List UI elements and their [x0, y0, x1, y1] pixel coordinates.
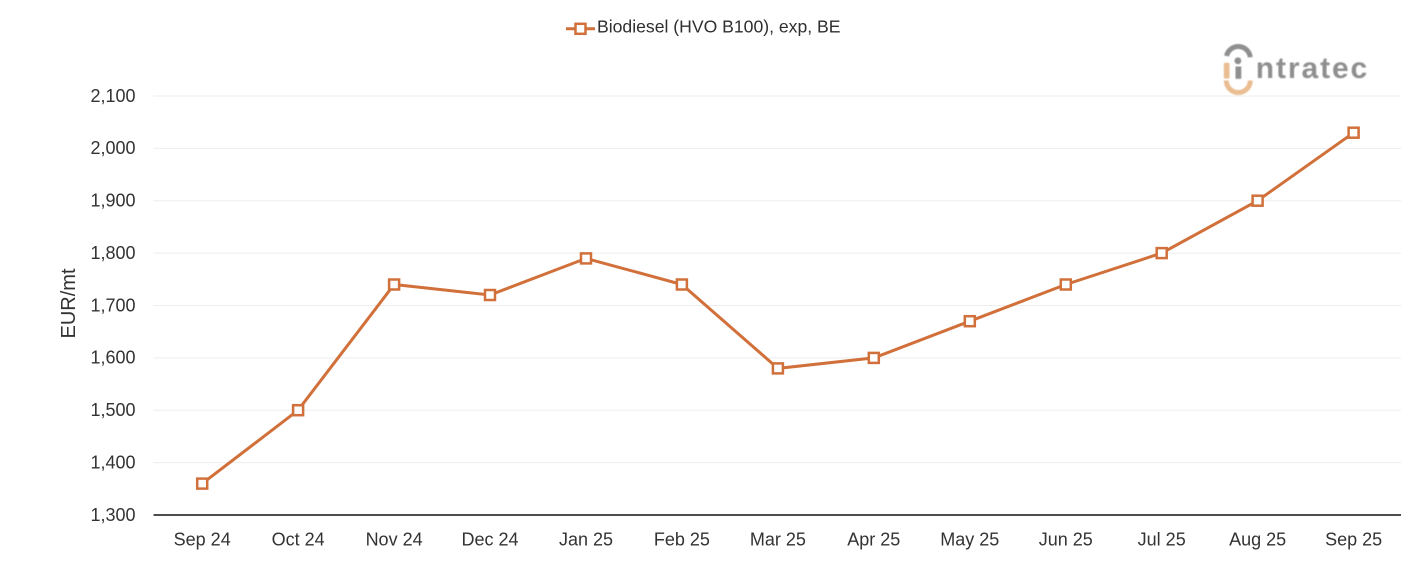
svg-text:Dec 24: Dec 24 [461, 530, 518, 550]
svg-text:1,500: 1,500 [90, 400, 135, 420]
svg-text:2,000: 2,000 [90, 138, 135, 158]
svg-text:ntratec: ntratec [1256, 52, 1369, 85]
svg-text:1,300: 1,300 [90, 505, 135, 525]
svg-text:Nov 24: Nov 24 [366, 530, 423, 550]
svg-text:Oct 24: Oct 24 [272, 530, 325, 550]
svg-text:Sep 25: Sep 25 [1325, 530, 1382, 550]
svg-text:Jan 25: Jan 25 [559, 530, 613, 550]
svg-text:1,400: 1,400 [90, 452, 135, 472]
svg-text:2,100: 2,100 [90, 86, 135, 106]
svg-text:1,700: 1,700 [90, 295, 135, 315]
svg-text:Biodiesel (HVO B100), exp, BE: Biodiesel (HVO B100), exp, BE [597, 17, 841, 37]
svg-text:Jul 25: Jul 25 [1138, 530, 1186, 550]
svg-text:1,600: 1,600 [90, 348, 135, 368]
svg-text:Feb 25: Feb 25 [654, 530, 710, 550]
svg-text:Jun 25: Jun 25 [1039, 530, 1093, 550]
svg-text:1,800: 1,800 [90, 243, 135, 263]
svg-text:EUR/mt: EUR/mt [58, 268, 80, 338]
svg-text:Aug 25: Aug 25 [1229, 530, 1286, 550]
svg-text:Mar 25: Mar 25 [750, 530, 806, 550]
svg-text:May 25: May 25 [940, 530, 999, 550]
svg-text:Apr 25: Apr 25 [847, 530, 900, 550]
svg-text:1,900: 1,900 [90, 191, 135, 211]
svg-text:Sep 24: Sep 24 [174, 530, 231, 550]
